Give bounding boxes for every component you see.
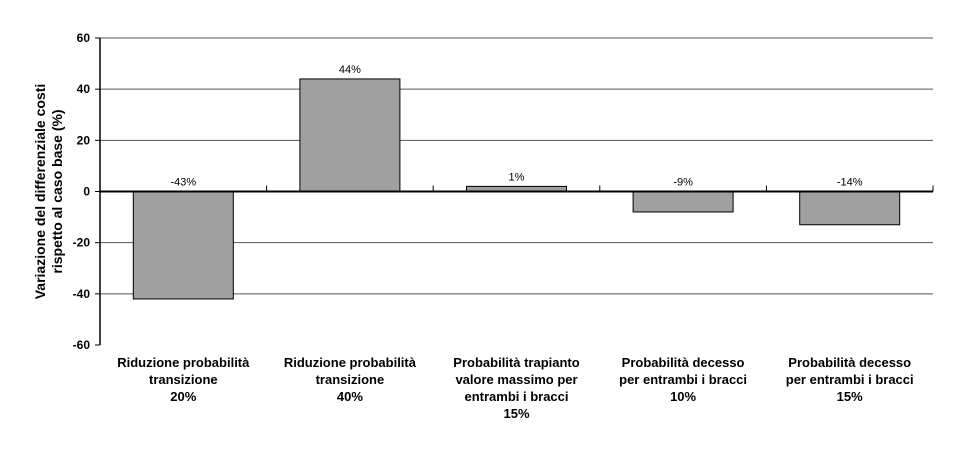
- axes: [95, 37, 934, 346]
- y-tick-label: 20: [77, 133, 91, 147]
- data-label: -9%: [673, 177, 693, 189]
- y-tick-label: -40: [73, 287, 91, 301]
- y-tick-label: -60: [73, 338, 91, 352]
- x-tick-label: Probabilità decesso per entrambi i bracci…: [786, 355, 914, 404]
- bar: [632, 191, 734, 213]
- bar: [299, 78, 401, 192]
- y-tick-label: 60: [77, 31, 91, 45]
- x-tick-label: Riduzione probabilità transizione 40%: [284, 355, 417, 404]
- bars: [132, 78, 901, 300]
- y-tick-labels: 60 40 20 0 -20 -40 -60: [73, 31, 91, 352]
- bar: [799, 191, 901, 226]
- y-axis-title: Variazione del differenziale costirispet…: [32, 84, 65, 300]
- y-tick-label: 0: [83, 185, 90, 199]
- x-tick-label: Riduzione probabilità transizione 20%: [117, 355, 250, 404]
- bar: [132, 191, 234, 300]
- y-axis-title: Variazione del differenziale costirispet…: [32, 84, 65, 300]
- data-label: -14%: [837, 177, 863, 189]
- gridlines: [100, 37, 933, 295]
- y-tick-label: 40: [77, 82, 91, 96]
- data-label: -43%: [170, 177, 196, 189]
- data-label: 1%: [509, 171, 525, 183]
- x-tick-label: Probabilità trapianto valore massimo per e…: [453, 355, 579, 421]
- category-labels: Riduzione probabilità transizione 20% Riduz…: [117, 355, 913, 421]
- data-labels: -43% 44% 1% -9% -14%: [170, 64, 862, 189]
- y-tick-label: -20: [73, 236, 91, 250]
- x-tick-label: Probabilità decesso per entrambi i bracci…: [619, 355, 747, 404]
- data-label: 44%: [339, 64, 361, 76]
